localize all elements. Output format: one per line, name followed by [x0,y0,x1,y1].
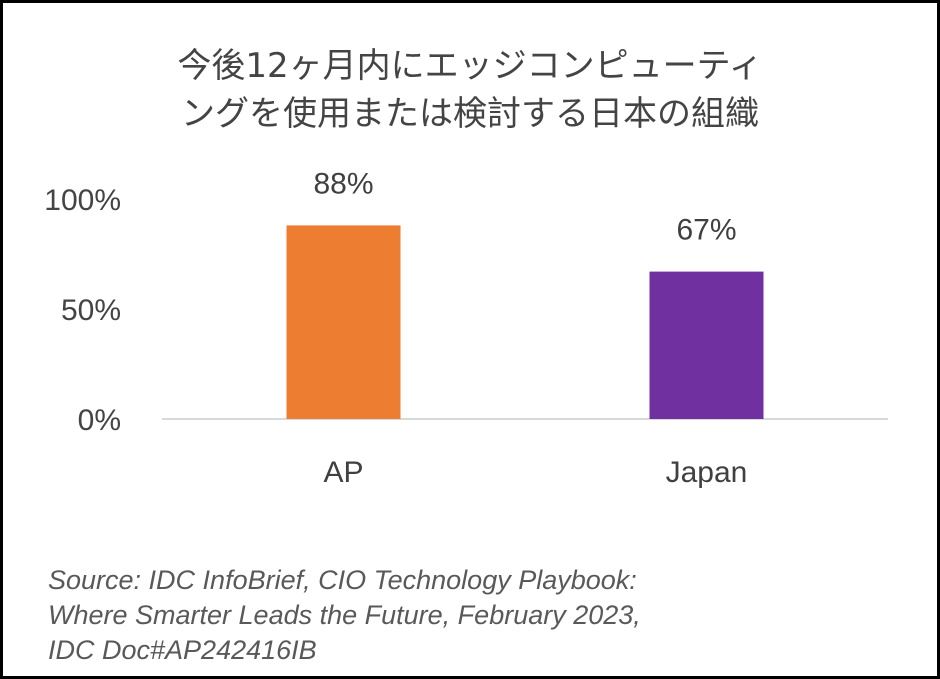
chart-title-line-2: ングを使用または検討する日本の組織 [181,94,759,134]
source-note: Source: IDC InfoBrief, CIO Technology Pl… [48,563,641,668]
bar [286,225,401,419]
data-label: 88% [313,167,373,200]
bar [649,271,764,419]
y-tick-label: 100% [44,184,121,217]
source-line-1: Source: IDC InfoBrief, CIO Technology Pl… [48,565,637,595]
source-line-3: IDC Doc#AP242416IB [48,635,317,665]
y-tick-label: 0% [78,404,121,437]
source-line-2: Where Smarter Leads the Future, February… [48,600,641,630]
y-tick-label: 50% [61,294,121,327]
x-tick-label: AP [323,456,363,489]
chart-title-line-1: 今後12ヶ月内にエッジコンピューティ [177,46,763,86]
chart-title: 今後12ヶ月内にエッジコンピューティ ングを使用または検討する日本の組織 [0,42,940,138]
x-tick-label: Japan [666,456,748,489]
data-label: 67% [676,214,736,247]
